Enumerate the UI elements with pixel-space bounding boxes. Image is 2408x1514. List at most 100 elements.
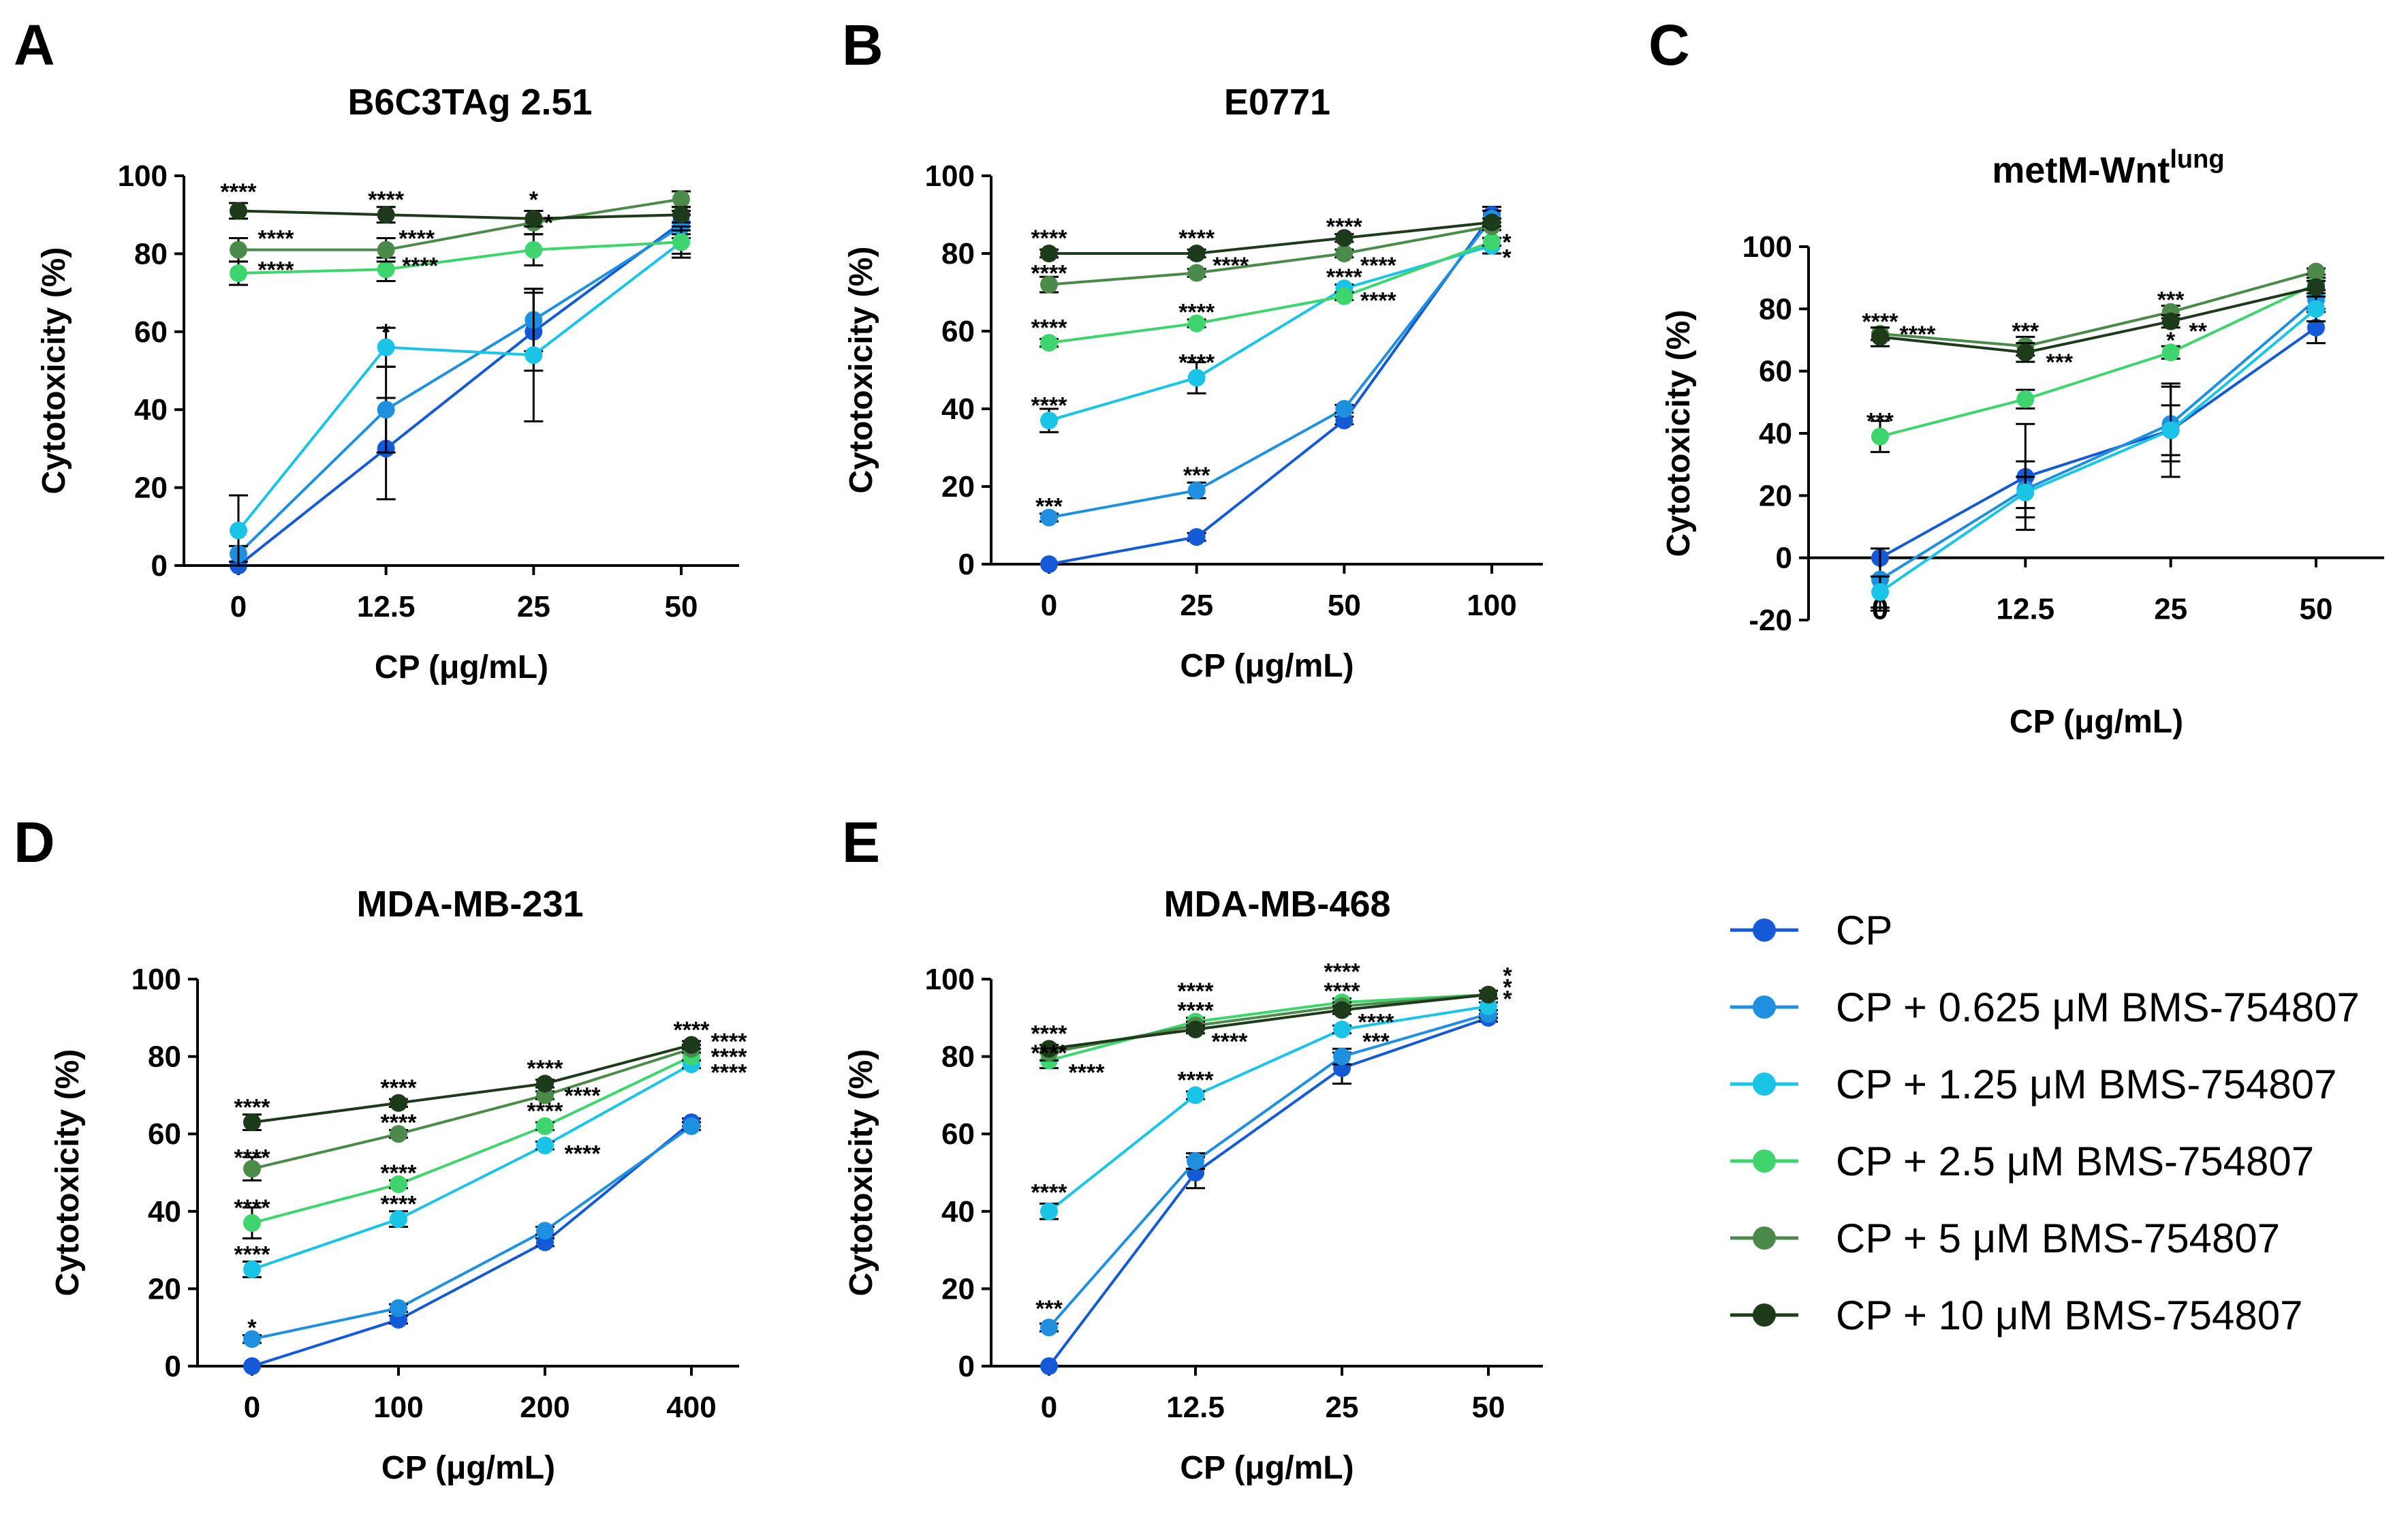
y-tick-label: 0 bbox=[958, 548, 975, 581]
data-point bbox=[525, 209, 543, 228]
significance-marker: **** bbox=[258, 226, 295, 252]
significance-marker: **** bbox=[234, 1195, 271, 1221]
significance-marker: *** bbox=[2012, 318, 2039, 344]
significance-marker: *** bbox=[1183, 463, 1210, 489]
series-line bbox=[1879, 282, 2317, 438]
legend: CP CP + 0.625 μM BMS-754807 CP + 1.25 μM B… bbox=[1730, 908, 2360, 1338]
significance-marker: **** bbox=[258, 257, 295, 283]
data-point bbox=[1040, 1357, 1058, 1375]
data-point bbox=[2307, 318, 2325, 337]
data-point bbox=[1335, 287, 1354, 305]
x-tick-label: 100 bbox=[373, 1391, 423, 1424]
x-tick-label: 12.5 bbox=[1997, 593, 2055, 626]
significance-marker: * bbox=[1503, 974, 1512, 1000]
y-tick-label: 40 bbox=[941, 1195, 975, 1229]
series-line bbox=[251, 1063, 692, 1271]
series-line bbox=[251, 1125, 693, 1341]
series-line bbox=[238, 198, 682, 251]
series-line bbox=[238, 241, 682, 275]
x-axis-label: CP (μg/mL) bbox=[381, 1450, 555, 1486]
data-point bbox=[377, 206, 395, 224]
data-point bbox=[2016, 343, 2035, 362]
x-tick-label: 0 bbox=[1041, 1391, 1057, 1424]
significance-marker: *** bbox=[1362, 1029, 1390, 1055]
significance-marker: **** bbox=[1900, 322, 1937, 347]
series-line bbox=[238, 209, 682, 220]
significance-marker: **** bbox=[234, 1241, 271, 1267]
data-point bbox=[1040, 1040, 1058, 1058]
x-tick-label: 0 bbox=[1041, 589, 1057, 622]
significance-marker: **** bbox=[1178, 978, 1215, 1004]
data-point bbox=[1335, 400, 1354, 418]
legend-label: CP + 2.5 μM BMS-754807 bbox=[1836, 1139, 2314, 1184]
significance-marker: **** bbox=[1031, 226, 1068, 251]
significance-marker: * bbox=[1503, 963, 1512, 989]
y-tick-label: 40 bbox=[1759, 417, 1792, 450]
x-tick-label: 25 bbox=[1180, 589, 1213, 622]
legend-item-cp-10: CP + 10 μM BMS-754807 bbox=[1730, 1293, 2303, 1338]
data-point bbox=[243, 1357, 261, 1375]
panel-title-text: metM-Wnt bbox=[1992, 150, 2170, 191]
x-tick-label: 25 bbox=[517, 590, 550, 623]
data-point bbox=[1040, 555, 1058, 573]
series-cp-10 bbox=[229, 202, 691, 228]
data-point bbox=[1483, 213, 1501, 232]
data-point bbox=[390, 1175, 407, 1194]
y-tick-label: 100 bbox=[925, 159, 975, 193]
significance-marker: * bbox=[1502, 245, 1512, 271]
significance-marker: **** bbox=[1213, 253, 1249, 279]
significance-marker: **** bbox=[1031, 1040, 1068, 1066]
significance-marker: * bbox=[2166, 328, 2176, 354]
series-cp-25 bbox=[1039, 232, 1501, 352]
significance-marker: **** bbox=[381, 1075, 418, 1101]
significance-marker: **** bbox=[565, 1083, 601, 1109]
y-tick-label: 60 bbox=[134, 315, 168, 349]
legend-label: CP + 10 μM BMS-754807 bbox=[1836, 1293, 2303, 1338]
series-cp bbox=[1040, 206, 1501, 573]
data-point bbox=[243, 1113, 261, 1132]
data-point bbox=[1333, 1020, 1351, 1038]
series-cp-5 bbox=[1871, 262, 2326, 357]
x-tick-label: 12.5 bbox=[1166, 1391, 1225, 1424]
data-point bbox=[230, 264, 247, 282]
significance-marker: * bbox=[247, 1315, 257, 1341]
data-point bbox=[536, 1117, 554, 1135]
data-point bbox=[1333, 1047, 1351, 1066]
data-point bbox=[672, 190, 690, 208]
series-cp-25 bbox=[243, 1047, 701, 1240]
x-axis-label: CP (μg/mL) bbox=[1180, 1450, 1354, 1486]
significance-marker: **** bbox=[1031, 261, 1068, 287]
panel-letter: A bbox=[14, 13, 55, 77]
panel-title-text: B6C3TAg 2.51 bbox=[347, 82, 592, 123]
significance-marker: *** bbox=[1035, 1296, 1063, 1322]
significance-marker: * bbox=[381, 320, 391, 345]
significance-marker: * bbox=[529, 187, 539, 213]
significance-marker: **** bbox=[565, 1141, 601, 1167]
y-tick-label: 0 bbox=[151, 549, 168, 583]
x-tick-label: 0 bbox=[230, 590, 247, 623]
significance-marker: *** bbox=[2157, 288, 2185, 313]
y-tick-label: 40 bbox=[134, 393, 168, 427]
data-point bbox=[1187, 314, 1206, 333]
significance-marker: **** bbox=[1212, 1029, 1249, 1055]
significance-marker: **** bbox=[711, 1029, 748, 1055]
series-line bbox=[1879, 326, 2317, 559]
significance-marker: **** bbox=[711, 1045, 748, 1070]
data-point bbox=[683, 1036, 700, 1054]
significance-marker: **** bbox=[1360, 253, 1397, 279]
series-cp-5 bbox=[229, 190, 691, 263]
data-point bbox=[536, 1137, 554, 1155]
significance-marker: **** bbox=[1358, 1009, 1395, 1035]
significance-marker: **** bbox=[1178, 998, 1215, 1023]
data-point bbox=[243, 1261, 261, 1278]
significance-marker: **** bbox=[527, 1098, 564, 1124]
legend-label: CP bbox=[1836, 908, 1892, 953]
panel-title: MDA-MB-231 bbox=[356, 884, 583, 925]
panel-title-text: MDA-MB-468 bbox=[1163, 884, 1390, 925]
data-point bbox=[536, 1075, 554, 1093]
data-point bbox=[2307, 300, 2325, 318]
significance-marker: **** bbox=[1178, 1068, 1215, 1094]
data-point bbox=[672, 233, 690, 251]
y-tick-label: 60 bbox=[941, 1117, 975, 1151]
